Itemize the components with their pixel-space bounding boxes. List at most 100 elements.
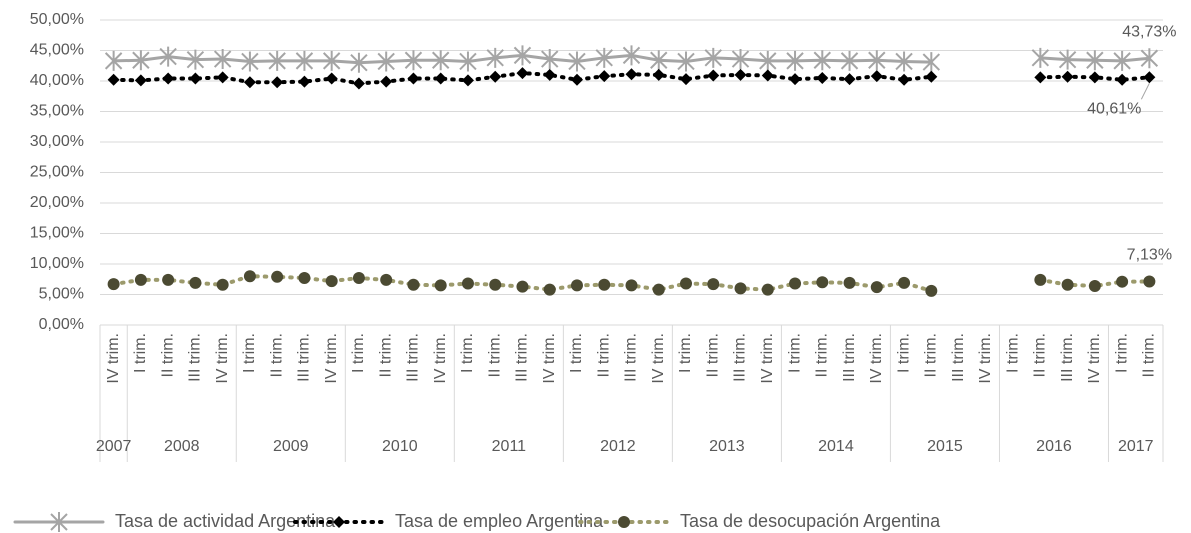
- legend-marker: [333, 516, 345, 528]
- marker: [925, 70, 938, 83]
- marker: [843, 73, 856, 86]
- marker: [352, 272, 365, 285]
- x-tick-label: III trim.: [296, 333, 313, 382]
- marker: [243, 270, 256, 283]
- year-label: 2010: [382, 438, 418, 455]
- x-tick-label: I trim.: [895, 333, 912, 373]
- marker: [407, 278, 420, 291]
- marker: [1116, 73, 1129, 86]
- marker: [489, 70, 502, 83]
- x-tick-label: I trim.: [350, 333, 367, 373]
- marker: [134, 273, 147, 286]
- x-tick-label: IV trim.: [868, 333, 885, 384]
- marker: [132, 50, 150, 71]
- x-tick-label: III trim.: [732, 333, 749, 382]
- marker: [759, 50, 777, 71]
- x-tick-label: IV trim.: [1086, 333, 1103, 384]
- x-tick-label: I trim.: [132, 333, 149, 373]
- marker: [543, 283, 556, 296]
- y-tick-label: 25,00%: [30, 164, 84, 181]
- x-tick-label: IV trim.: [214, 333, 231, 384]
- marker: [650, 50, 668, 71]
- x-tick-label: IV trim.: [432, 333, 449, 384]
- marker: [107, 73, 120, 86]
- x-tick-label: III trim.: [514, 333, 531, 382]
- marker: [707, 278, 720, 291]
- data-label: 43,73%: [1122, 23, 1176, 40]
- marker: [625, 279, 638, 292]
- marker: [704, 47, 722, 68]
- x-tick-label: III trim.: [623, 333, 640, 382]
- x-tick-label: II trim.: [814, 333, 831, 377]
- marker: [925, 284, 938, 297]
- marker: [598, 278, 611, 291]
- y-tick-label: 5,00%: [39, 286, 84, 303]
- marker: [243, 76, 256, 89]
- marker: [922, 52, 941, 73]
- x-tick-label: II trim.: [595, 333, 612, 377]
- year-label: 2012: [600, 438, 636, 455]
- data-label: 40,61%: [1087, 100, 1141, 117]
- marker: [322, 50, 341, 71]
- marker: [513, 45, 532, 66]
- marker: [680, 277, 693, 290]
- y-tick-label: 50,00%: [30, 11, 84, 28]
- marker: [1113, 50, 1131, 71]
- marker: [271, 270, 284, 283]
- x-tick-label: IV trim.: [105, 333, 122, 384]
- marker: [895, 51, 913, 72]
- marker: [186, 49, 205, 70]
- marker: [870, 281, 883, 294]
- marker: [486, 47, 504, 68]
- x-tick-label: IV trim.: [541, 333, 558, 384]
- marker: [570, 73, 583, 86]
- marker: [843, 276, 856, 289]
- x-tick-label: I trim.: [568, 333, 585, 373]
- marker: [380, 75, 393, 88]
- legend-label: Tasa de empleo Argentina: [395, 511, 604, 531]
- y-tick-label: 0,00%: [39, 316, 84, 333]
- x-tick-label: III trim.: [841, 333, 858, 382]
- marker: [298, 75, 311, 88]
- legend-marker: [618, 516, 630, 528]
- marker: [541, 49, 559, 70]
- marker: [1058, 49, 1077, 70]
- x-tick-label: IV trim.: [759, 333, 776, 384]
- marker: [813, 50, 832, 71]
- year-label: 2009: [273, 438, 309, 455]
- marker: [162, 273, 175, 286]
- marker: [271, 76, 284, 89]
- x-tick-label: II trim.: [268, 333, 285, 377]
- marker: [268, 50, 286, 71]
- x-tick-label: I trim.: [1004, 333, 1021, 373]
- marker: [568, 51, 586, 72]
- x-tick-label: II trim.: [486, 333, 503, 377]
- marker: [298, 272, 311, 285]
- marker: [380, 273, 393, 286]
- year-label: 2008: [164, 438, 200, 455]
- x-tick-label: IV trim.: [977, 333, 994, 384]
- marker: [216, 71, 229, 84]
- marker: [761, 283, 774, 296]
- year-label: 2015: [927, 438, 963, 455]
- marker: [189, 276, 202, 289]
- marker: [459, 51, 477, 72]
- x-tick-label: I trim.: [1113, 333, 1130, 373]
- marker: [1061, 70, 1074, 83]
- marker: [734, 282, 747, 295]
- marker: [731, 49, 750, 70]
- marker: [868, 50, 886, 71]
- marker: [595, 47, 613, 68]
- marker: [840, 50, 859, 71]
- x-tick-label: I trim.: [677, 333, 694, 373]
- x-tick-label: I trim.: [459, 333, 476, 373]
- marker: [543, 68, 556, 81]
- marker: [107, 278, 120, 291]
- marker: [241, 51, 259, 72]
- marker: [789, 73, 802, 86]
- marker: [377, 51, 395, 72]
- leader-line: [1140, 83, 1150, 100]
- marker: [652, 283, 665, 296]
- marker: [1140, 48, 1159, 69]
